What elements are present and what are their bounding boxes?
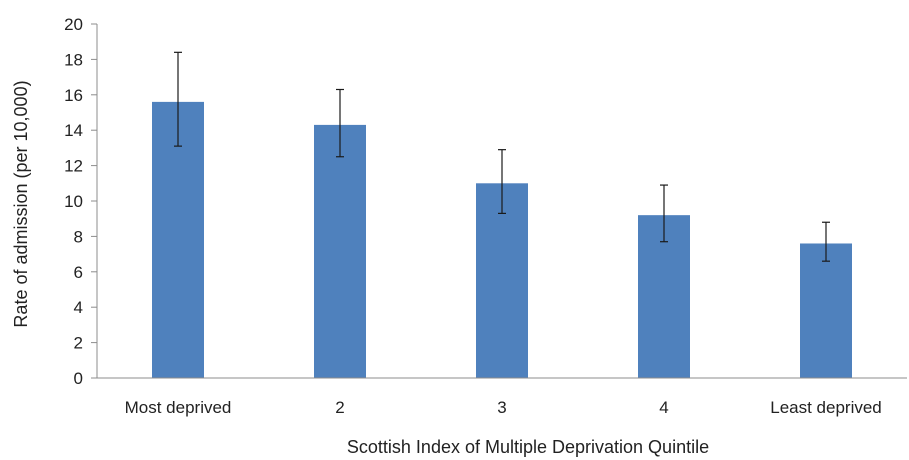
x-axis-title: Scottish Index of Multiple Deprivation Q… [347, 437, 709, 457]
bar [314, 124, 366, 378]
x-tick-label: Most deprived [125, 398, 232, 417]
bars [152, 101, 852, 378]
y-axis-title: Rate of admission (per 10,000) [11, 80, 31, 327]
y-tick-label: 16 [64, 86, 83, 105]
bar [152, 101, 204, 378]
y-tick-label: 0 [74, 369, 83, 388]
bar [476, 183, 528, 378]
y-tick-label: 6 [74, 263, 83, 282]
y-tick-label: 14 [64, 121, 83, 140]
x-axis-tick-labels: Most deprived 2 3 4 Least deprived [125, 398, 882, 417]
y-tick-label: 12 [64, 157, 83, 176]
y-tick-label: 4 [74, 298, 83, 317]
y-tick-label: 8 [74, 227, 83, 246]
y-tick-label: 10 [64, 192, 83, 211]
y-axis-ticks: 0 2 4 6 8 10 12 14 16 18 20 [64, 15, 97, 388]
x-tick-label: 3 [497, 398, 506, 417]
x-tick-label: Least deprived [770, 398, 882, 417]
x-tick-label: 2 [335, 398, 344, 417]
x-tick-label: 4 [659, 398, 668, 417]
y-tick-label: 18 [64, 50, 83, 69]
error-bars [174, 51, 830, 262]
y-tick-label: 2 [74, 334, 83, 353]
y-tick-label: 20 [64, 15, 83, 34]
bar [800, 243, 852, 378]
